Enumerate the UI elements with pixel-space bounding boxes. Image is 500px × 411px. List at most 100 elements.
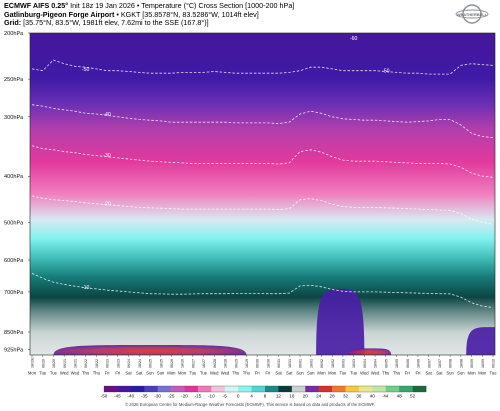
isotherm-minus30 (31, 145, 494, 178)
x-time-label-4: 18/21 (73, 359, 77, 368)
colorbar-swatch-15 (305, 386, 319, 392)
colorbar-tick-3: -35 (141, 394, 148, 399)
contour-label-3: -40 (103, 112, 111, 118)
x-time-label-3: 06/21 (63, 359, 67, 368)
contour-label-1: -50 (82, 67, 90, 73)
colorbar-tick-19: 36 (356, 394, 362, 399)
station-coords: • KGKT [35.8578°N, 83.5286°W, 1014ft ele… (116, 9, 259, 19)
colorbar-swatch-9 (224, 386, 239, 392)
x-time-label-29: 06/03 (342, 359, 346, 368)
x-day-label-32: Wed (371, 371, 380, 376)
colorbar-swatch-8 (211, 386, 226, 392)
x-time-label-0: 18/19z (31, 357, 35, 368)
x-day-label-2: Tue (50, 371, 58, 376)
x-time-label-26: 18/01 (309, 359, 313, 368)
x-day-label-21: Fri (255, 371, 260, 376)
colorbar-swatch-1 (117, 386, 132, 392)
x-day-label-24: Sat (286, 371, 293, 376)
weatherbell-logo: WEATHERBELL (455, 4, 489, 24)
x-time-label-7: 06/23 (106, 359, 110, 368)
colorbar-tick-13: 12 (276, 394, 282, 399)
warm-pocket-0 (53, 344, 247, 355)
x-day-label-16: Tue (200, 371, 208, 376)
x-day-label-37: Sat (426, 371, 433, 376)
x-day-label-40: Sun (457, 371, 465, 376)
isotherm-minus40 (31, 104, 494, 139)
x-time-label-25: 06/01 (299, 359, 303, 368)
x-time-label-32: 18/04 (374, 359, 378, 368)
x-time-label-31: 06/04 (363, 359, 367, 368)
colorbar-tick-14: 16 (289, 394, 295, 399)
x-time-label-1: 06/20 (41, 359, 45, 368)
x-day-label-1: Tue (39, 371, 47, 376)
colorbar-tick-16: 24 (316, 394, 322, 399)
x-day-label-41: Mon (467, 371, 476, 376)
colorbar-swatch-7 (197, 386, 212, 392)
x-time-label-38: 18/07 (438, 359, 442, 368)
colorbar-tick-7: -15 (195, 394, 202, 399)
x-day-label-0: Mon (28, 371, 37, 376)
x-day-label-38: Sat (436, 371, 443, 376)
warm-pocket-1 (316, 288, 365, 355)
y-tick-label-7: 850hPa (4, 330, 24, 336)
station-name: Gatlinburg-Pigeon Forge Airport (4, 9, 115, 19)
x-day-label-11: Sun (146, 371, 154, 376)
x-time-label-41: 06/09 (470, 359, 474, 368)
x-time-label-22: 18/30 (266, 359, 270, 368)
header-line-2: Gatlinburg-Pigeon Forge Airport • KGKT [… (4, 9, 444, 20)
colorbar-tick-21: 44 (383, 394, 389, 399)
x-day-label-22: Fri (265, 371, 270, 376)
colorbar-tick-4: -30 (154, 394, 161, 399)
y-tick-label-4: 500hPa (4, 220, 24, 226)
plot-layer: -60 -50 -50 -40 -30 -20 -10 (31, 36, 495, 355)
x-time-label-35: 06/06 (406, 359, 410, 368)
x-time-label-9: 06/24 (127, 359, 131, 368)
colorbar-tick-9: -5 (223, 394, 228, 399)
x-time-label-16: 18/27 (202, 359, 206, 368)
colorbar-swatch-16 (318, 386, 333, 392)
init-title: Init 18z 19 Jan 2026 • Temperature (°C) … (70, 1, 295, 10)
colorbar-tick-10: 0 (237, 394, 240, 399)
x-time-label-28: 18/02 (331, 359, 335, 368)
x-time-label-2: 18/20 (52, 359, 56, 368)
colorbar-swatch-6 (184, 386, 199, 392)
colorbar-tick-23: 52 (410, 394, 416, 399)
colorbar-tick-0: -50 (101, 394, 108, 399)
header-line-1: ECMWF AIFS 0.25° Init 18z 19 Jan 2026 • … (4, 1, 444, 11)
colorbar-swatch-21 (385, 386, 400, 392)
plot-frame (29, 32, 496, 356)
x-day-label-35: Fri (405, 371, 410, 376)
isotherm-minus10 (31, 273, 494, 308)
x-day-label-43: Tue (489, 371, 497, 376)
colorbar-tick-1: -45 (114, 394, 121, 399)
x-day-label-10: Sat (136, 371, 143, 376)
x-time-label-23: 06/31 (277, 359, 281, 368)
colorbar-swatch-0 (104, 386, 118, 392)
x-day-label-3: Wed (60, 371, 69, 376)
colorbar-tick-6: -20 (181, 394, 188, 399)
y-tick-label-1: 250hPa (4, 77, 24, 83)
colorbar-swatch-18 (345, 386, 360, 392)
header-line-3: Grid: [35.75°N, 83.5°W, 1981ft elev, 7.6… (4, 18, 444, 28)
y-tick-label-5: 600hPa (4, 258, 24, 264)
colorbar-frame (103, 385, 427, 393)
y-tick-label-0: 200hPa (4, 31, 24, 37)
x-day-label-15: Tue (189, 371, 197, 376)
colorbar-tick-8: -10 (208, 394, 215, 399)
x-day-label-18: Wed (221, 371, 230, 376)
colorbar-tick-2: -40 (128, 394, 135, 399)
x-day-label-20: Thu (243, 371, 251, 376)
colorbar-tick-15: 20 (303, 394, 309, 399)
x-day-label-14: Mon (178, 371, 187, 376)
x-day-label-13: Mon (167, 371, 176, 376)
copyright-footer: © 2026 European Centre for Medium-Range … (125, 402, 375, 407)
logo-text: WEATHERBELL (457, 12, 488, 17)
colorbar-tick-17: 28 (330, 394, 336, 399)
x-day-label-28: Mon (328, 371, 337, 376)
colorbar-swatch-11 (251, 386, 266, 392)
x-time-label-39: 06/08 (449, 359, 453, 368)
contour-label-5: -20 (103, 201, 111, 207)
axis-layer: 200hPa 250hPa 300hPa 400hPa 500hPa 600hPa 700h… (4, 31, 497, 376)
x-time-label-19: 06/29 (234, 359, 238, 368)
